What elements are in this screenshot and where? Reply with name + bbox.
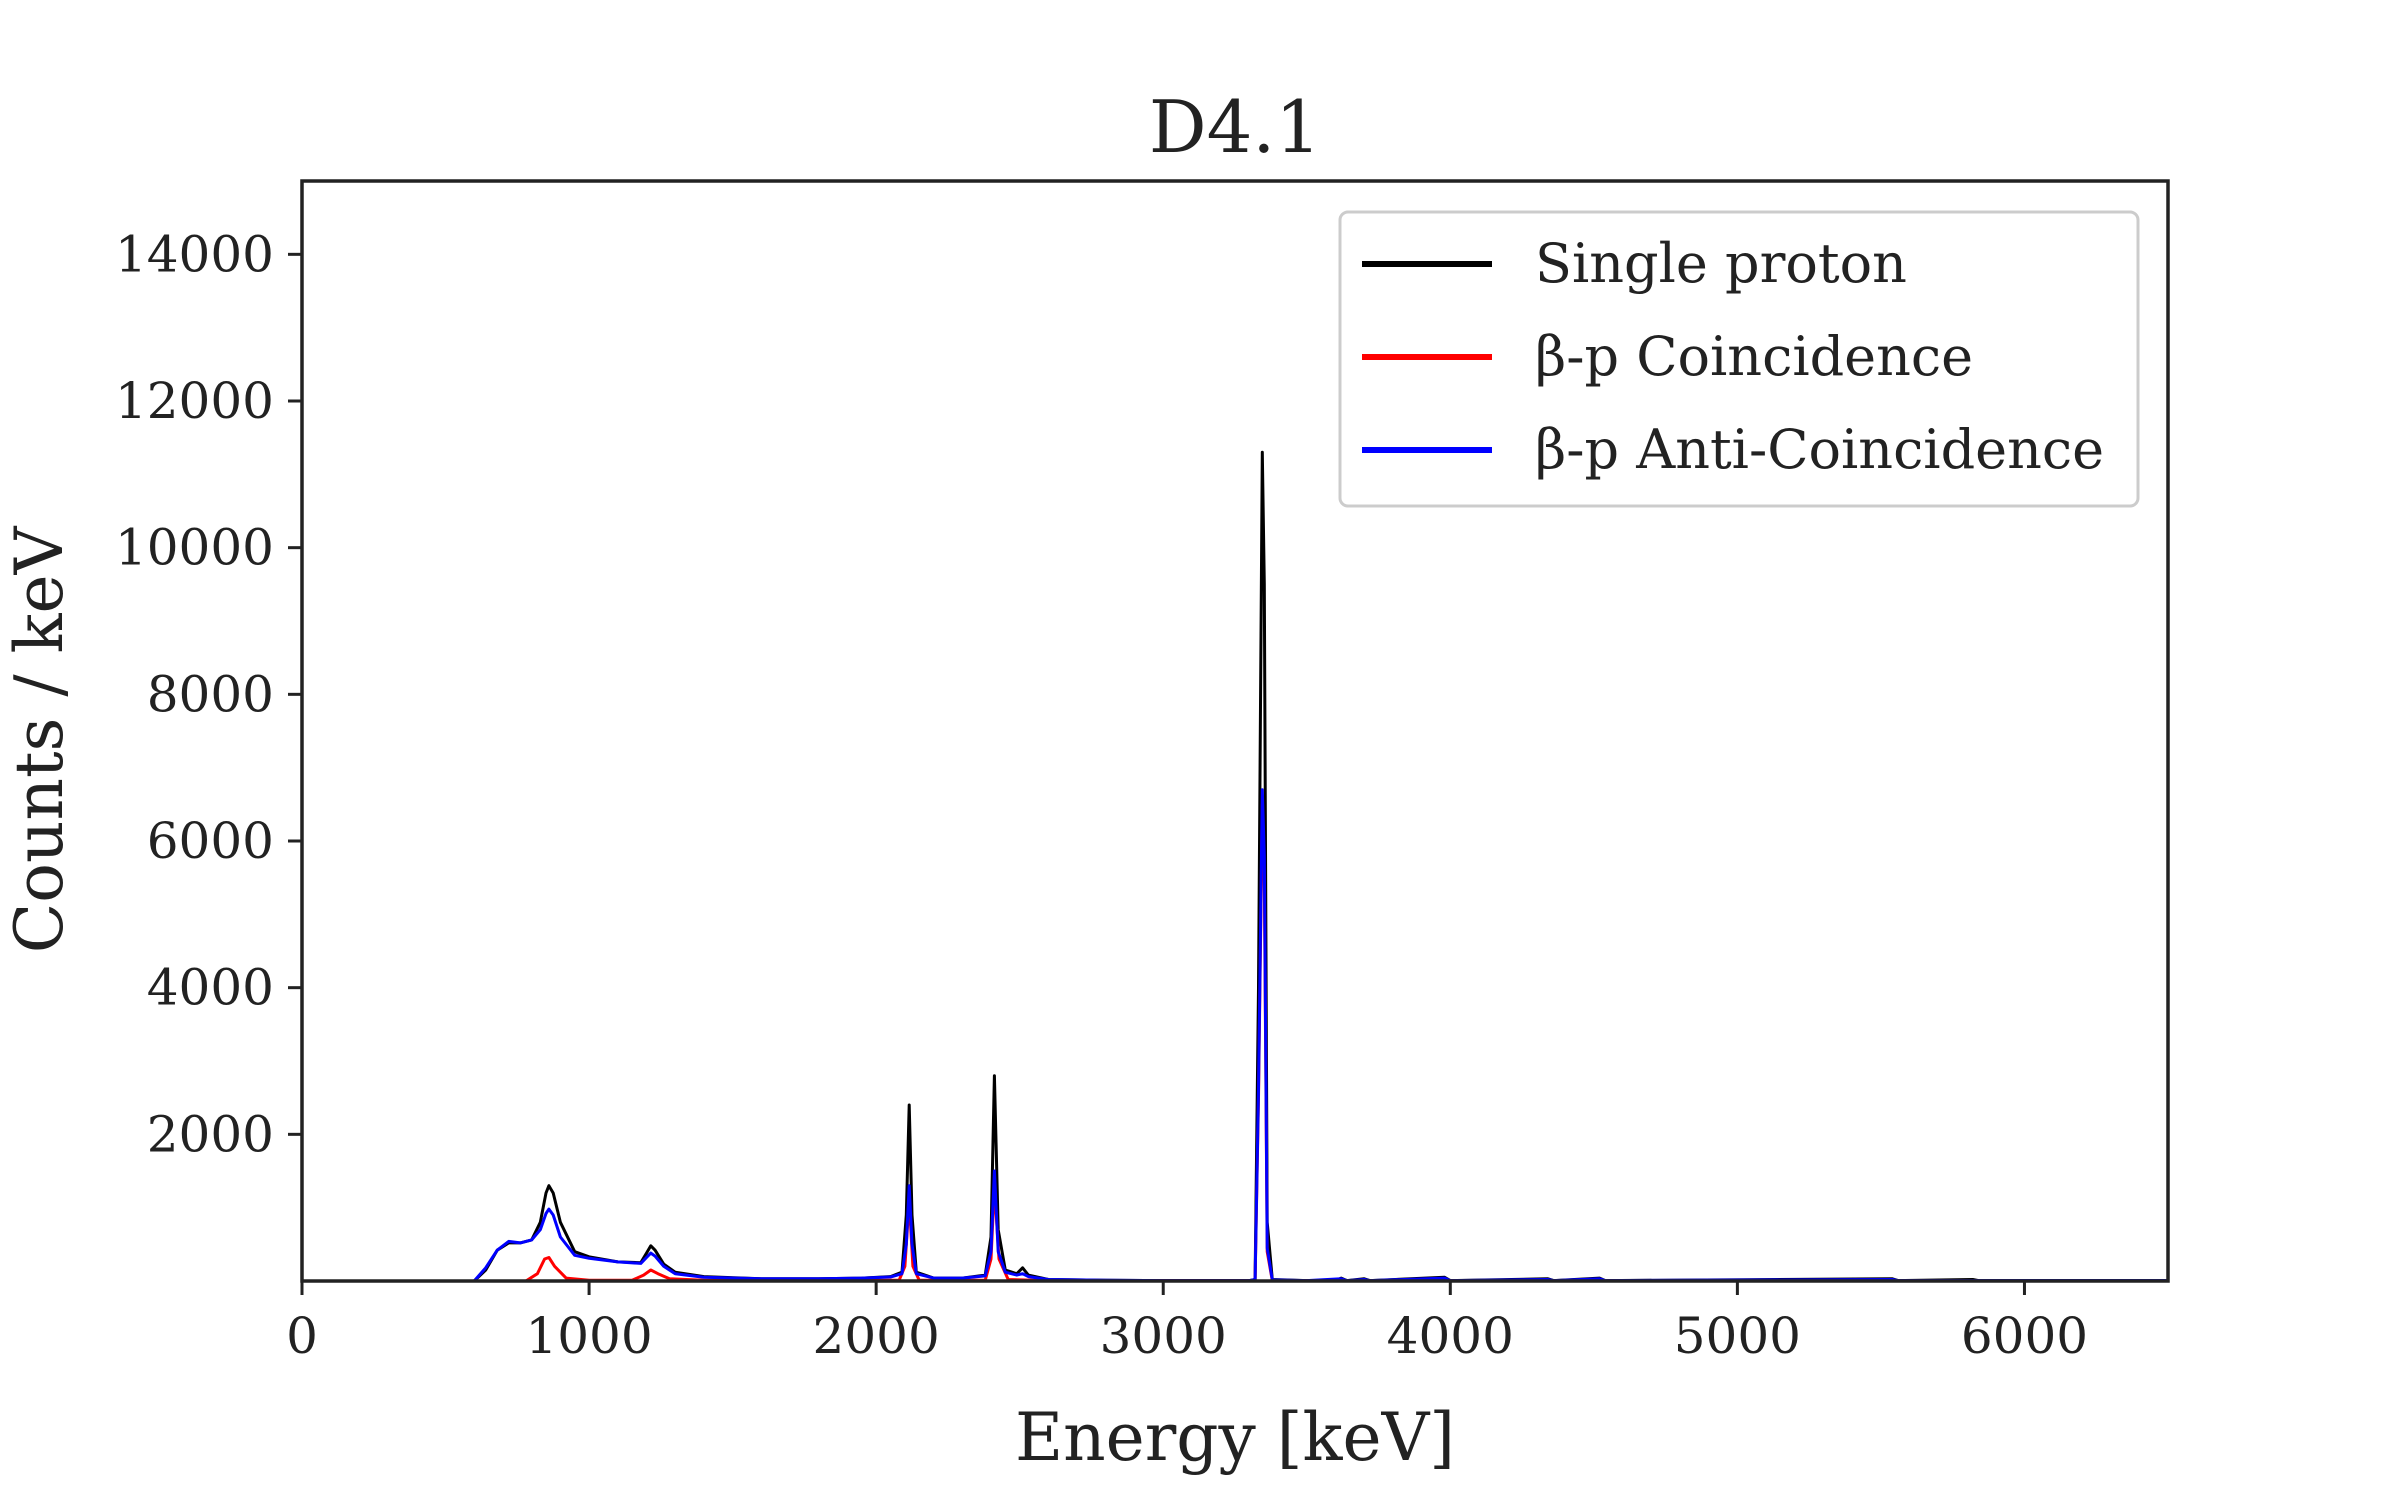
x-tick-label: 3000	[1100, 1307, 1227, 1365]
x-tick-label: 0	[286, 1307, 318, 1365]
y-tick-label: 8000	[147, 665, 274, 723]
legend-label-single-proton: Single proton	[1535, 232, 1907, 295]
plot-frame	[300, 179, 2170, 1283]
x-tick-label: 4000	[1387, 1307, 1514, 1365]
legend-label-anti-coincidence: β-p Anti-Coincidence	[1535, 418, 2104, 481]
y-tick-label: 4000	[147, 959, 274, 1017]
x-tick-label: 2000	[813, 1307, 940, 1365]
chart-title: D4.1	[1149, 85, 1321, 169]
y-axis-label: Counts / keV	[1, 525, 78, 953]
x-tick-label: 1000	[525, 1307, 652, 1365]
y-tick-label: 14000	[115, 225, 274, 283]
x-axis-ticks: 0 1000 2000 3000 4000 5000 6000	[286, 1281, 2088, 1365]
y-tick-label: 12000	[115, 372, 274, 430]
y-tick-label: 6000	[147, 812, 274, 870]
legend-box	[1338, 210, 2140, 508]
y-axis-ticks: 2000 4000 6000 8000 10000 12000 14000	[115, 225, 302, 1163]
x-tick-label: 5000	[1674, 1307, 1801, 1365]
y-tick-label: 10000	[115, 519, 274, 577]
x-tick-label: 6000	[1961, 1307, 2088, 1365]
y-tick-label: 2000	[147, 1105, 274, 1163]
legend-label-coincidence: β-p Coincidence	[1535, 325, 1973, 388]
legend: Single proton β-p Coincidence β-p Anti-C…	[1338, 210, 2140, 508]
x-axis-label: Energy [keV]	[1015, 1399, 1455, 1476]
